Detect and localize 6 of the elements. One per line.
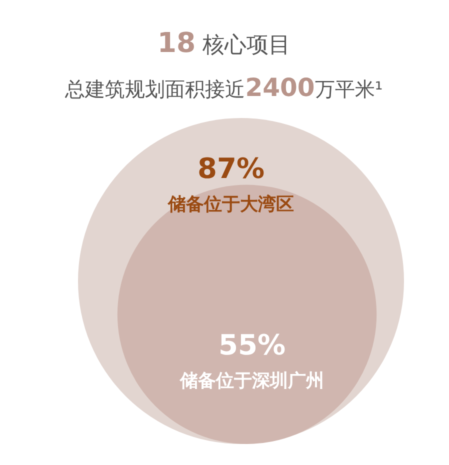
text: 总建筑规划面积接近2400万平米¹ bbox=[64, 73, 383, 102]
text: 18 核心项目 bbox=[157, 27, 291, 59]
category-label: 储备位于大湾区 bbox=[167, 194, 294, 215]
data-label: 55% bbox=[218, 328, 286, 362]
data-label: 87% bbox=[197, 152, 265, 185]
category-label: 储备位于深圳广州 bbox=[179, 370, 324, 392]
